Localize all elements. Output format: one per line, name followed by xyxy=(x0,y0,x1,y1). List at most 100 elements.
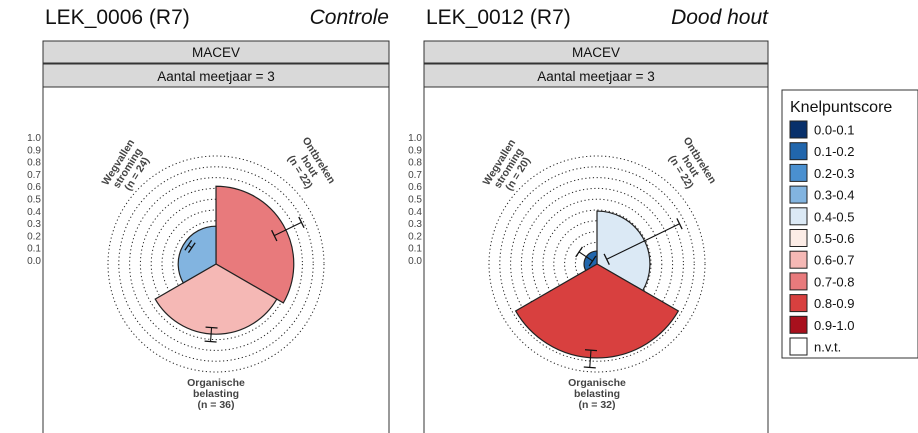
r-tick-label: 0.1 xyxy=(27,244,41,255)
grid-circle xyxy=(107,155,325,373)
panel-frame xyxy=(423,87,769,433)
grid-circle xyxy=(118,166,314,362)
r-tick-label: 0.3 xyxy=(27,219,41,230)
r-tick-label: 0.9 xyxy=(408,145,422,156)
strip-meetjaar xyxy=(42,63,390,88)
panel-title: LEK_0006 (R7) xyxy=(45,6,190,29)
axis-label-line1: Organische xyxy=(568,377,626,389)
grid-circle xyxy=(488,155,706,373)
error-bar xyxy=(606,223,680,260)
r-tick-label: 1.0 xyxy=(27,133,41,144)
legend-label: 0.6-0.7 xyxy=(814,253,854,268)
r-tick-label: 0.0 xyxy=(27,256,41,267)
legend-swatch xyxy=(789,315,808,334)
r-tick-label: 0.6 xyxy=(408,182,422,193)
legend-swatch xyxy=(789,229,808,247)
error-cap xyxy=(676,218,683,230)
axis-label-line1: Organische xyxy=(187,377,245,389)
r-tick-label: 0.8 xyxy=(27,158,41,169)
legend-label: 0.0-0.1 xyxy=(814,123,854,138)
axis-label-n: (n = 32) xyxy=(578,399,615,411)
strip-meetjaar xyxy=(423,63,769,88)
error-cap xyxy=(298,216,305,229)
grid-circle xyxy=(129,177,303,351)
axis-label-line2: belasting xyxy=(574,388,620,400)
axis-label-n: (n = 36) xyxy=(197,399,234,411)
error-bar xyxy=(187,244,193,249)
wedge-ontbreken xyxy=(215,185,295,304)
strip-macev xyxy=(42,40,390,64)
error-cap xyxy=(205,326,218,329)
grid-circle xyxy=(499,166,695,362)
strip-macev-label: MACEV xyxy=(572,45,620,60)
r-tick-label: 0.8 xyxy=(408,158,422,169)
r-tick-label: 0.7 xyxy=(408,170,422,181)
r-tick-label: 0.3 xyxy=(408,219,422,230)
error-cap xyxy=(584,349,598,352)
legend-label: n.v.t. xyxy=(814,340,841,355)
error-cap xyxy=(184,239,193,251)
legend-label: 0.3-0.4 xyxy=(814,188,854,203)
legend-label: 0.4-0.5 xyxy=(814,209,854,224)
r-tick-label: 0.6 xyxy=(27,182,41,193)
grid-circle xyxy=(510,177,684,351)
r-tick-label: 0.0 xyxy=(408,256,422,267)
wedge-wegvallen xyxy=(583,250,598,272)
r-tick-label: 0.7 xyxy=(27,170,41,181)
chart-panel-2: LEK_0012 (R7) Dood hout MACEV Aantal meetja… xyxy=(408,6,769,433)
r-tick-label: 1.0 xyxy=(408,133,422,144)
strip-meetjaar-label: Aantal meetjaar = 3 xyxy=(537,69,654,84)
legend-title: Knelpuntscore xyxy=(790,99,892,116)
panel-subtitle: Dood hout xyxy=(671,6,769,29)
legend-swatch xyxy=(789,185,808,204)
error-bar xyxy=(578,251,593,262)
error-bar xyxy=(589,350,592,368)
error-cap xyxy=(204,340,217,343)
panel-frame xyxy=(42,87,390,433)
r-tick-label: 0.2 xyxy=(408,231,422,242)
legend: Knelpuntscore 0.0-0.1 0.1-0.2 0.2-0.3 0.3-0.… xyxy=(781,89,918,359)
chart-panel-1: LEK_0006 (R7) Controle MACEV Aantal meetjaa… xyxy=(27,6,390,433)
grid-circle xyxy=(531,198,663,330)
r-tick-label: 0.9 xyxy=(27,145,41,156)
legend-swatch xyxy=(789,294,808,313)
r-tick-label: 0.1 xyxy=(408,244,422,255)
r-tick-label: 0.5 xyxy=(408,195,422,206)
wedge-wegvallen xyxy=(177,225,217,284)
legend-label: 0.1-0.2 xyxy=(814,144,854,159)
r-tick-label: 0.2 xyxy=(27,231,41,242)
r-tick-label: 0.4 xyxy=(27,207,41,218)
error-bar xyxy=(274,221,302,237)
error-cap xyxy=(588,255,597,267)
error-cap xyxy=(583,366,596,369)
strip-macev xyxy=(423,40,769,64)
r-tick-label: 0.4 xyxy=(408,207,422,218)
legend-swatch xyxy=(789,142,808,161)
legend-swatch xyxy=(789,250,808,269)
strip-macev-label: MACEV xyxy=(192,45,240,60)
panel-subtitle: Controle xyxy=(310,6,389,29)
r-tick-label: 0.5 xyxy=(27,195,41,206)
error-bar xyxy=(210,327,213,342)
panel-title: LEK_0012 (R7) xyxy=(426,6,571,29)
strip-meetjaar-label: Aantal meetjaar = 3 xyxy=(157,69,274,84)
legend-label: 0.8-0.9 xyxy=(814,296,854,311)
legend-swatch xyxy=(789,120,808,139)
error-cap xyxy=(271,229,278,242)
legend-label: 0.9-1.0 xyxy=(814,318,854,333)
legend-swatch xyxy=(789,163,808,182)
error-cap xyxy=(575,246,583,258)
legend-swatch xyxy=(789,272,808,291)
axis-label-line2: belasting xyxy=(193,388,239,400)
legend-swatch xyxy=(789,337,808,356)
legend-swatch xyxy=(789,207,808,226)
legend-label: 0.2-0.3 xyxy=(814,166,854,181)
legend-label: 0.5-0.6 xyxy=(814,231,854,246)
wedge-organische xyxy=(514,263,680,359)
